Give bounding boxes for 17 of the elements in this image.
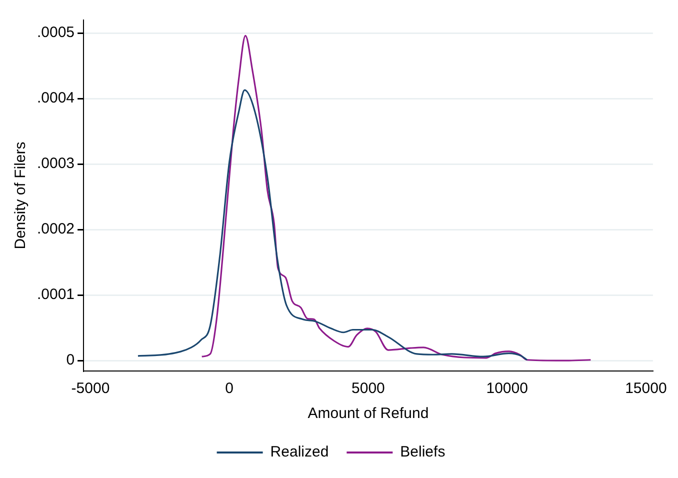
x-tick-label: 15000	[625, 380, 667, 398]
legend-label: Beliefs	[400, 444, 446, 461]
y-tick-label: 0	[66, 352, 75, 369]
y-axis-title: Density of Filers	[12, 142, 30, 250]
x-tick-label: 10000	[486, 380, 528, 398]
line-series	[201, 34, 592, 362]
y-tick-label: .0003	[36, 155, 75, 172]
y-tick-label: .0001	[36, 286, 75, 304]
y-tick-label: .0005	[36, 24, 75, 42]
x-tick-label: 5000	[352, 380, 385, 398]
x-tick-label: 0	[225, 380, 234, 398]
y-tick-label: .0004	[36, 90, 75, 107]
x-axis-title: Amount of Refund	[308, 405, 429, 422]
line-series	[137, 89, 528, 361]
x-tick-label: -5000	[71, 380, 110, 398]
legend-label: Realized	[270, 444, 329, 461]
y-tick-label: .0002	[36, 220, 75, 238]
